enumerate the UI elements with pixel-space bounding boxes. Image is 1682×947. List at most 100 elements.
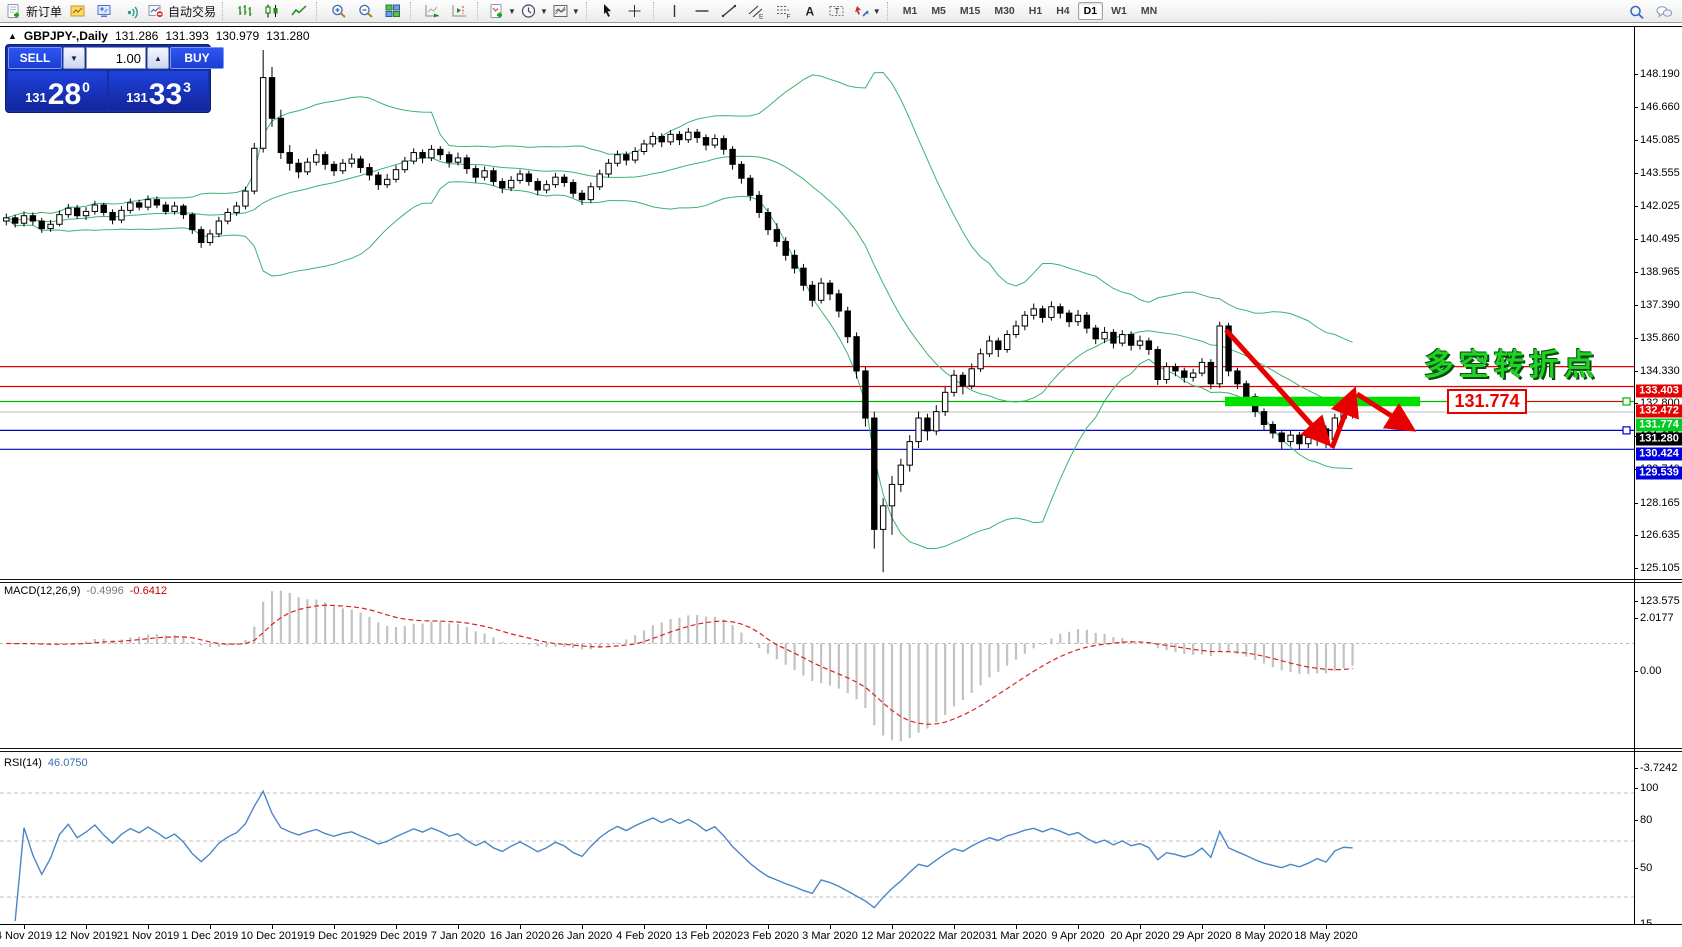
dropdown-caret-icon[interactable]: ▼ [872, 6, 881, 16]
chart-area[interactable]: 148.190 146.660 145.085 143.555 142.025 140.4… [0, 24, 1682, 947]
rsi-pane[interactable] [0, 752, 1634, 924]
annotation-arrow[interactable] [1329, 386, 1359, 449]
candle-chart-button[interactable] [259, 0, 284, 22]
auto-scroll-icon [425, 5, 439, 18]
timeframe-d1-button[interactable]: D1 [1077, 2, 1104, 20]
volume-increase-button[interactable]: ▲ [147, 47, 169, 69]
zoom-in-button[interactable] [326, 0, 351, 22]
candle-body [729, 148, 736, 165]
toolbar-separator [477, 2, 483, 20]
cursor-button[interactable] [596, 0, 621, 22]
search-button[interactable] [1624, 1, 1649, 23]
candle-body [127, 202, 134, 211]
candle-body [91, 204, 99, 212]
candle-body [693, 131, 701, 139]
time-axis[interactable]: 4 Nov 2019 12 Nov 2019 21 Nov 2019 1 Dec 20… [0, 925, 1682, 947]
macd-scale-label: -3.7242 [1640, 762, 1678, 775]
sell-price-sup: 0 [82, 79, 90, 95]
profiles-button[interactable] [92, 0, 117, 22]
date-tick-mark [1015, 925, 1017, 929]
candle-body [437, 148, 444, 156]
bar-chart-button[interactable] [232, 0, 257, 22]
price-tick-mark [1634, 271, 1638, 273]
indicators-button[interactable]: ▼ [487, 0, 517, 22]
candle-body [366, 167, 373, 176]
candle-body [1163, 366, 1170, 380]
timeframe-h4-button[interactable]: H4 [1056, 5, 1070, 17]
zoom-out-button[interactable] [353, 0, 378, 22]
annotation-zone-bar[interactable] [1225, 396, 1420, 407]
sell-price-button[interactable]: 131 28 0 [8, 71, 107, 110]
chat-button[interactable] [1651, 1, 1676, 23]
candle-body [1243, 383, 1250, 398]
annotation-price-tag[interactable]: 131.774 [1447, 389, 1527, 414]
line-handle[interactable] [1622, 426, 1631, 435]
volume-input[interactable] [86, 47, 146, 69]
annotation-arrow[interactable] [1224, 328, 1332, 447]
dropdown-caret-icon[interactable]: ▼ [508, 6, 516, 16]
dropdown-caret-icon[interactable]: ▼ [539, 6, 548, 16]
candle-body [419, 152, 426, 159]
label-button[interactable]: T [825, 0, 850, 22]
panel-collapse-toggle[interactable]: ▲ [8, 31, 17, 41]
chart-shift-button[interactable] [447, 0, 472, 22]
timeframe-m1-button[interactable]: M1 [902, 5, 918, 17]
text-button[interactable]: A [798, 0, 823, 22]
line-chart-button[interactable] [286, 0, 311, 22]
buy-price-button[interactable]: 131 33 3 [109, 71, 208, 110]
buy-button[interactable]: BUY [170, 47, 224, 69]
periods-button[interactable]: ▼ [519, 0, 549, 22]
timeframe-mn-button[interactable]: MN [1140, 5, 1158, 17]
hline-button[interactable] [690, 0, 715, 22]
fibonacci-button[interactable]: F [771, 0, 796, 22]
pane-separator[interactable] [0, 579, 1682, 583]
dropdown-caret-icon[interactable]: ▼ [571, 6, 580, 16]
candle-body [747, 177, 754, 196]
ohlc-high: 131.393 [165, 29, 209, 43]
price-pane[interactable] [0, 27, 1634, 583]
crosshair-button[interactable] [623, 0, 648, 22]
candle-body [968, 368, 975, 387]
timeframe-m30-button[interactable]: M30 [994, 5, 1015, 17]
timeframe-h1-button[interactable]: H1 [1028, 5, 1043, 17]
candle-body [658, 135, 665, 143]
new-order-button[interactable]: 新订单 [4, 0, 63, 22]
candle-body [118, 209, 125, 221]
volume-decrease-button[interactable]: ▼ [63, 47, 85, 69]
timeframe-w1-button[interactable]: W1 [1111, 5, 1127, 17]
date-tick-label: 4 Feb 2020 [616, 930, 672, 942]
vline-button[interactable] [663, 0, 688, 22]
macd-pane[interactable] [0, 582, 1634, 748]
candle-body [224, 212, 231, 222]
date-tick-mark [86, 925, 87, 929]
templates-button[interactable]: ▼ [551, 0, 581, 22]
date-tick-mark [1201, 925, 1203, 929]
chat-icon [1656, 6, 1672, 18]
macd-scale-tick [1634, 768, 1638, 770]
pane-separator[interactable] [0, 748, 1682, 752]
auto-scroll-button[interactable] [420, 0, 445, 22]
new-chart-button[interactable] [65, 0, 90, 22]
new-order-label: 新订单 [26, 4, 63, 19]
annotation-arrow[interactable] [1355, 391, 1417, 432]
candle-body [1172, 366, 1179, 372]
date-tick-mark [892, 925, 893, 929]
macd-signal-value: -0.6412 [129, 585, 168, 597]
timeframe-m15-button[interactable]: M15 [959, 5, 981, 17]
price-level-tag: 130.424 [1636, 447, 1682, 461]
timeframe-m5-button[interactable]: M5 [931, 5, 946, 17]
price-tick-label: 142.025 [1640, 199, 1680, 212]
auto-trading-button[interactable]: 自动交易 [146, 0, 217, 22]
trendline-button[interactable] [717, 0, 742, 22]
tile-windows-button[interactable] [380, 0, 405, 22]
channel-button[interactable]: E [744, 0, 769, 22]
shapes-button[interactable]: ▼ [852, 0, 882, 22]
annotation-note[interactable]: 多空转折点 [1424, 349, 1599, 382]
line-handle[interactable] [1622, 397, 1631, 406]
signals-button[interactable] [119, 0, 144, 22]
rsi-label: RSI(14) 46.0750 [4, 757, 88, 769]
candle-body [1154, 349, 1161, 380]
sell-button[interactable]: SELL [8, 47, 62, 69]
price-tick-label: 125.105 [1640, 562, 1680, 575]
